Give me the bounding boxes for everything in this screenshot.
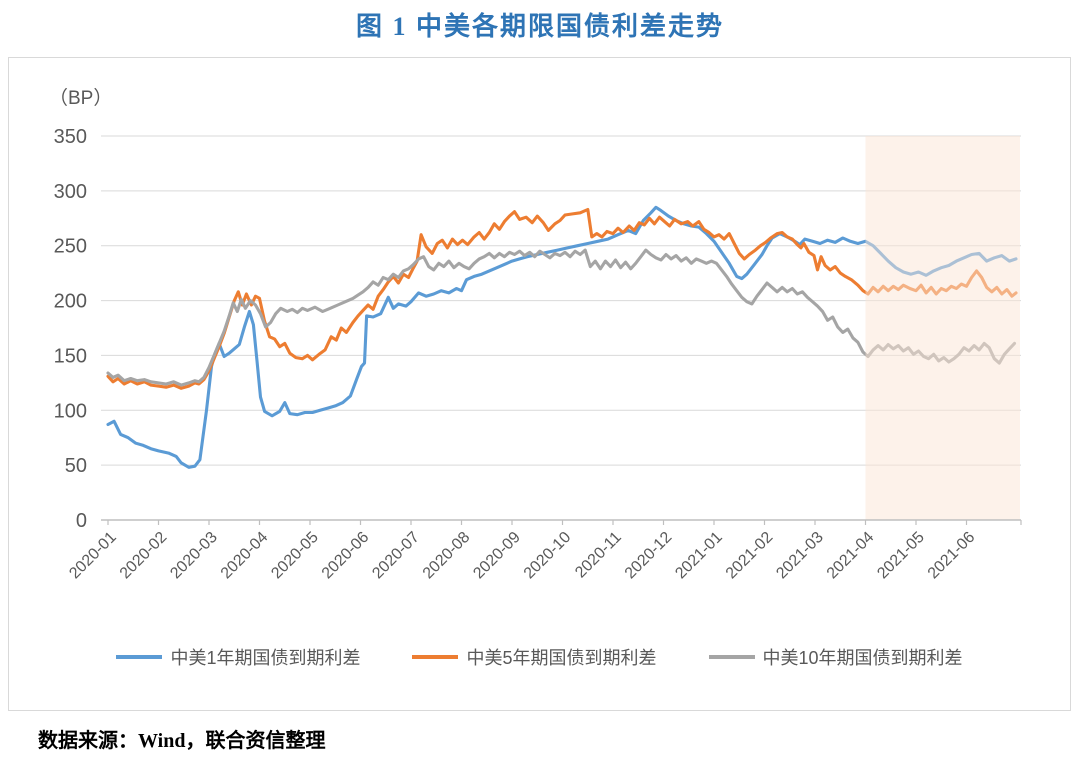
x-axis-tick-label: 2021-06 [925,529,979,583]
legend-label-10y: 中美10年期国债到期利差 [762,648,963,668]
x-axis-tick-label: 2020-06 [319,529,373,583]
x-axis-tick-label: 2020-08 [420,529,474,583]
x-axis-tick-label: 2021-01 [672,529,726,583]
legend-line-5y-swatch [412,654,459,660]
y-axis-tick-label: 100 [54,400,87,422]
legend-line-1y-swatch [116,654,163,660]
y-axis-tick-label: 300 [54,181,87,203]
x-axis-tick-label: 2020-10 [521,529,575,583]
source-note: 数据来源：Wind，联合资信整理 [38,730,326,752]
x-axis-tick-label: 2021-04 [824,529,878,583]
x-axis-tick-label: 2020-02 [117,529,171,583]
figure-title: 图 1 中美各期限国债利差走势 [355,12,724,41]
x-axis-tick-label: 2020-05 [268,529,322,583]
x-axis-tick-label: 2021-05 [874,529,928,583]
x-axis-tick-label: 2020-09 [470,529,524,583]
line-chart: 050100150200250300350（BP）2020-012020-022… [49,87,1022,583]
legend-label-1y: 中美1年期国债到期利差 [170,648,361,668]
x-axis-tick-label: 2020-03 [167,529,221,583]
y-axis-tick-label: 50 [65,455,87,477]
y-axis-tick-label: 200 [54,291,87,313]
legend-label-5y: 中美5年期国债到期利差 [466,648,657,668]
legend-line-10y-swatch [708,654,755,660]
x-axis-tick-label: 2021-03 [773,529,827,583]
legend-item-1y: 中美1年期国债到期利差 [116,644,360,670]
legend-item-5y: 中美5年期国债到期利差 [412,644,657,670]
series-line-0 [106,205,1018,469]
y-axis-unit-label: （BP） [49,87,112,109]
y-axis-tick-label: 150 [54,345,87,367]
x-axis-tick-label: 2020-12 [622,529,676,583]
y-axis-tick-label: 350 [54,126,87,148]
x-axis-tick-label: 2020-04 [218,529,272,583]
x-axis-tick-label: 2020-01 [66,529,120,583]
legend-item-10y: 中美10年期国债到期利差 [708,644,963,670]
chart-container: 0 50 100 150 200 250 300 350 （BP） 2020-01 2020-02 2… [8,57,1071,711]
y-axis-tick-label: 250 [54,236,87,258]
highlight-band [865,136,1020,520]
chart-legend: 中美1年期国债到期利差 中美5年期国债到期利差 中美10年期国债到期利差 [9,644,1070,670]
x-axis-tick-label: 2020-07 [369,529,423,583]
x-axis-tick-label: 2020-11 [572,529,625,582]
x-axis-tick-label: 2021-02 [723,529,777,583]
y-axis-tick-label: 0 [76,510,87,532]
